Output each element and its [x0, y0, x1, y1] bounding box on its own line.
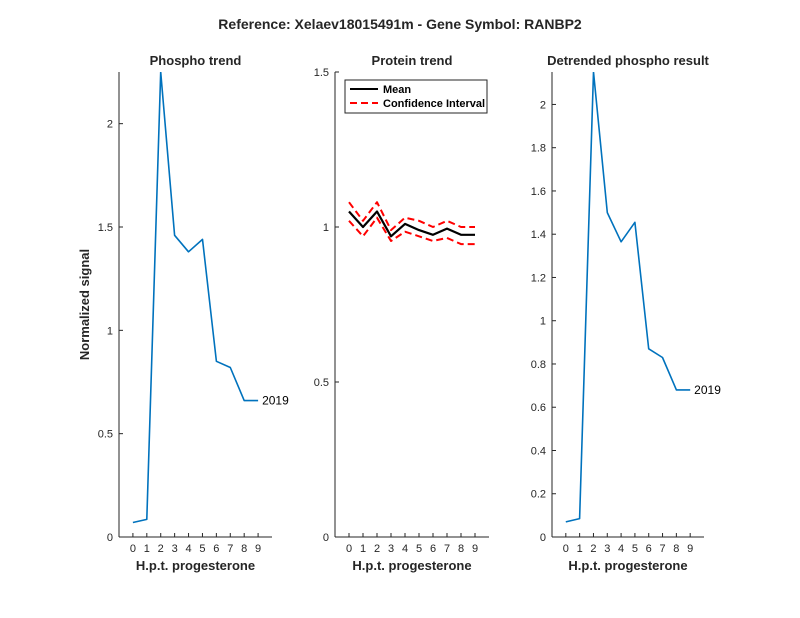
- x-axis-label: H.p.t. progesterone: [136, 558, 255, 573]
- y-tick-label: 2: [540, 99, 546, 111]
- x-tick-label: 3: [388, 543, 394, 555]
- panel-title: Detrended phospho result: [547, 53, 709, 68]
- y-tick-label: 0.4: [531, 445, 546, 457]
- legend-label: Mean: [383, 84, 411, 96]
- x-tick-label: 5: [416, 543, 422, 555]
- x-tick-label: 0: [346, 543, 352, 555]
- legend: Mean Confidence Interval: [344, 79, 488, 114]
- y-tick-label: 1: [107, 325, 113, 337]
- y-tick-label: 0: [323, 532, 329, 544]
- y-tick-label: 0.8: [531, 359, 546, 371]
- y-tick-label: 1.8: [531, 143, 546, 155]
- y-tick-label: 1: [323, 222, 329, 234]
- y-tick-label: 0.2: [531, 489, 546, 501]
- x-tick-label: 0: [130, 543, 136, 555]
- x-tick-label: 7: [444, 543, 450, 555]
- y-tick-label: 1.4: [531, 229, 546, 241]
- y-tick-label: 1.5: [98, 222, 113, 234]
- x-tick-label: 8: [241, 543, 247, 555]
- x-tick-label: 4: [618, 543, 624, 555]
- y-tick-label: 0.5: [98, 429, 113, 441]
- x-tick-label: 5: [199, 543, 205, 555]
- panel-3: 0 1 2 3 4 5 6 7 8 900.20.40.60.811.21.41.61.82Det…: [531, 53, 722, 573]
- panel-title: Protein trend: [372, 53, 453, 68]
- x-tick-label: 9: [472, 543, 478, 555]
- x-tick-label: 2: [158, 543, 164, 555]
- x-tick-label: 0: [563, 543, 569, 555]
- x-tick-label: 6: [430, 543, 436, 555]
- x-tick-label: 9: [255, 543, 261, 555]
- x-tick-label: 6: [646, 543, 652, 555]
- legend-box: [344, 79, 488, 114]
- point-annotation: 2019: [694, 383, 721, 397]
- x-tick-label: 7: [227, 543, 233, 555]
- point-annotation: 2019: [262, 394, 289, 408]
- y-tick-label: 1.6: [531, 186, 546, 198]
- x-tick-label: 3: [172, 543, 178, 555]
- y-tick-label: 1.5: [314, 67, 329, 79]
- y-tick-label: 1: [540, 316, 546, 328]
- x-tick-label: 3: [604, 543, 610, 555]
- x-tick-label: 8: [458, 543, 464, 555]
- x-tick-label: 1: [144, 543, 150, 555]
- y-axis-label: Normalized signal: [77, 249, 92, 360]
- x-tick-label: 6: [213, 543, 219, 555]
- x-tick-label: 4: [402, 543, 408, 555]
- x-tick-label: 4: [185, 543, 191, 555]
- x-tick-label: 5: [632, 543, 638, 555]
- x-axis-label: H.p.t. progesterone: [568, 558, 687, 573]
- y-tick-label: 0.6: [531, 402, 546, 414]
- figure-suptitle: Reference: Xelaev18015491m - Gene Symbol…: [218, 16, 582, 32]
- x-tick-label: 9: [687, 543, 693, 555]
- x-tick-label: 7: [659, 543, 665, 555]
- y-tick-label: 0: [107, 532, 113, 544]
- x-tick-label: 1: [577, 543, 583, 555]
- series-line-2: [348, 201, 475, 232]
- x-tick-label: 2: [590, 543, 596, 555]
- legend-label: Confidence Interval: [383, 98, 485, 110]
- x-tick-label: 8: [673, 543, 679, 555]
- series-line-1: [348, 210, 475, 238]
- y-tick-label: 0: [540, 532, 546, 544]
- panel-title: Phospho trend: [150, 53, 242, 68]
- series-line-1: [132, 72, 259, 524]
- series-line-1: [565, 72, 691, 523]
- y-tick-label: 0.5: [314, 377, 329, 389]
- x-tick-label: 2: [374, 543, 380, 555]
- x-axis-label: H.p.t. progesterone: [352, 558, 471, 573]
- y-tick-label: 2: [107, 119, 113, 131]
- y-tick-label: 1.2: [531, 272, 546, 284]
- x-tick-label: 1: [360, 543, 366, 555]
